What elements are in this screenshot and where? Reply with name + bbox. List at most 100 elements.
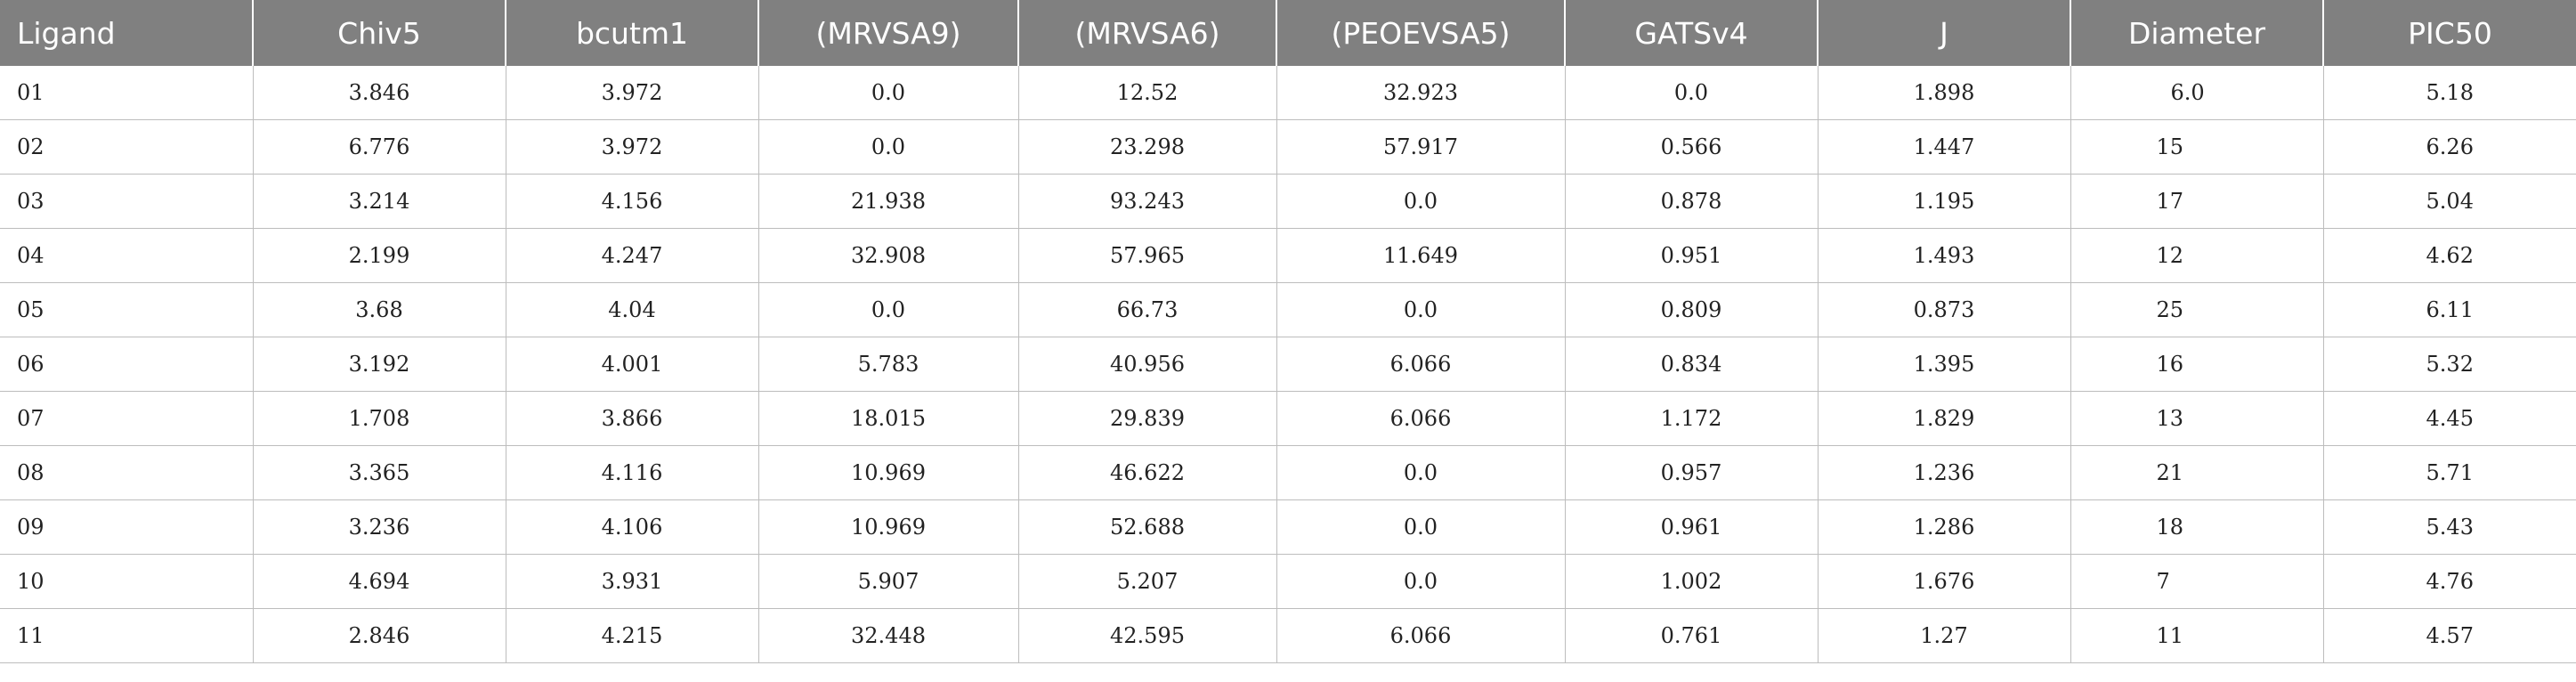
column-header-mrvsa6: (MRVSA6) (1017, 0, 1276, 66)
cell-chiv5: 2.846 (253, 608, 506, 663)
table-row: 08 3.365 4.116 10.969 46.622 0.0 0.957 1.236 21 5… (0, 445, 2576, 500)
cell-bcutm1: 4.106 (506, 499, 759, 555)
column-header-mrvsa9: (MRVSA9) (757, 0, 1018, 66)
cell-pic50: 5.71 (2323, 445, 2576, 500)
cell-ligand: 06 (0, 337, 254, 392)
table-row: 10 4.694 3.931 5.907 5.207 0.0 1.002 1.676 7 4.76 (0, 554, 2576, 609)
cell-pic50: 4.62 (2323, 228, 2576, 283)
cell-chiv5: 3.365 (253, 445, 506, 500)
cell-mrvsa6: 57.965 (1018, 228, 1277, 283)
cell-diameter: 18 (2070, 499, 2324, 555)
cell-chiv5: 3.68 (253, 282, 506, 337)
cell-chiv5: 6.776 (253, 119, 506, 175)
cell-mrvsa9: 5.783 (758, 337, 1019, 392)
cell-peoevsa5: 6.066 (1276, 337, 1566, 392)
table-row: 05 3.68 4.04 0.0 66.73 0.0 0.809 0.873 25 6.11 (0, 282, 2576, 337)
cell-chiv5: 3.214 (253, 174, 506, 229)
cell-mrvsa9: 0.0 (758, 282, 1019, 337)
cell-peoevsa5: 57.917 (1276, 119, 1566, 175)
cell-gatsv4: 0.878 (1565, 174, 1819, 229)
cell-gatsv4: 0.761 (1565, 608, 1819, 663)
cell-mrvsa9: 10.969 (758, 445, 1019, 500)
cell-bcutm1: 4.215 (506, 608, 759, 663)
cell-mrvsa6: 66.73 (1018, 282, 1277, 337)
cell-gatsv4: 1.002 (1565, 554, 1819, 609)
cell-diameter: 6.0 (2070, 66, 2324, 120)
cell-bcutm1: 4.04 (506, 282, 759, 337)
header-row: Ligand Chiv5 bcutm1 (MRVSA9) (MRVSA6) (P… (0, 0, 2576, 66)
table-row: 04 2.199 4.247 32.908 57.965 11.649 0.951 1.493… (0, 228, 2576, 283)
cell-peoevsa5: 0.0 (1276, 499, 1566, 555)
cell-diameter: 16 (2070, 337, 2324, 392)
cell-pic50: 6.11 (2323, 282, 2576, 337)
table-row: 03 3.214 4.156 21.938 93.243 0.0 0.878 1.195 17 5… (0, 174, 2576, 229)
cell-peoevsa5: 32.923 (1276, 66, 1566, 120)
cell-mrvsa6: 40.956 (1018, 337, 1277, 392)
cell-mrvsa6: 93.243 (1018, 174, 1277, 229)
cell-peoevsa5: 6.066 (1276, 608, 1566, 663)
cell-pic50: 5.43 (2323, 499, 2576, 555)
cell-j: 1.493 (1818, 228, 2071, 283)
column-header-pic50: PIC50 (2322, 0, 2576, 66)
cell-j: 0.873 (1818, 282, 2071, 337)
cell-peoevsa5: 6.066 (1276, 391, 1566, 446)
cell-j: 1.236 (1818, 445, 2071, 500)
cell-bcutm1: 3.972 (506, 66, 759, 120)
cell-ligand: 08 (0, 445, 254, 500)
cell-diameter: 25 (2070, 282, 2324, 337)
cell-diameter: 7 (2070, 554, 2324, 609)
cell-j: 1.27 (1818, 608, 2071, 663)
cell-gatsv4: 0.834 (1565, 337, 1819, 392)
cell-gatsv4: 0.961 (1565, 499, 1819, 555)
cell-diameter: 21 (2070, 445, 2324, 500)
cell-mrvsa9: 0.0 (758, 119, 1019, 175)
cell-bcutm1: 3.931 (506, 554, 759, 609)
column-header-diameter: Diameter (2070, 0, 2323, 66)
column-header-peoevsa5: (PEOEVSA5) (1276, 0, 1565, 66)
cell-bcutm1: 3.866 (506, 391, 759, 446)
cell-bcutm1: 4.156 (506, 174, 759, 229)
cell-j: 1.286 (1818, 499, 2071, 555)
cell-diameter: 12 (2070, 228, 2324, 283)
table-row: 01 3.846 3.972 0.0 12.52 32.923 0.0 1.898 6.0 5.1… (0, 66, 2576, 120)
cell-peoevsa5: 0.0 (1276, 174, 1566, 229)
cell-ligand: 02 (0, 119, 254, 175)
cell-ligand: 05 (0, 282, 254, 337)
cell-peoevsa5: 0.0 (1276, 445, 1566, 500)
cell-pic50: 5.32 (2323, 337, 2576, 392)
cell-mrvsa6: 5.207 (1018, 554, 1277, 609)
cell-mrvsa9: 10.969 (758, 499, 1019, 555)
cell-mrvsa9: 21.938 (758, 174, 1019, 229)
cell-mrvsa6: 52.688 (1018, 499, 1277, 555)
cell-bcutm1: 4.116 (506, 445, 759, 500)
cell-mrvsa9: 32.908 (758, 228, 1019, 283)
cell-chiv5: 3.846 (253, 66, 506, 120)
table-row: 07 1.708 3.866 18.015 29.839 6.066 1.172 1.829 1… (0, 391, 2576, 446)
cell-diameter: 13 (2070, 391, 2324, 446)
cell-peoevsa5: 11.649 (1276, 228, 1566, 283)
cell-j: 1.395 (1818, 337, 2071, 392)
column-header-chiv5: Chiv5 (252, 0, 506, 66)
ligand-descriptor-table: Ligand Chiv5 bcutm1 (MRVSA9) (MRVSA6) (P… (0, 0, 2576, 663)
cell-bcutm1: 3.972 (506, 119, 759, 175)
cell-j: 1.676 (1818, 554, 2071, 609)
cell-chiv5: 3.192 (253, 337, 506, 392)
cell-mrvsa9: 0.0 (758, 66, 1019, 120)
cell-mrvsa9: 5.907 (758, 554, 1019, 609)
cell-diameter: 17 (2070, 174, 2324, 229)
cell-ligand: 11 (0, 608, 254, 663)
cell-gatsv4: 0.951 (1565, 228, 1819, 283)
cell-ligand: 03 (0, 174, 254, 229)
cell-mrvsa6: 29.839 (1018, 391, 1277, 446)
cell-pic50: 5.18 (2323, 66, 2576, 120)
cell-mrvsa9: 18.015 (758, 391, 1019, 446)
cell-mrvsa9: 32.448 (758, 608, 1019, 663)
table-row: 02 6.776 3.972 0.0 23.298 57.917 0.566 1.447 15 6… (0, 119, 2576, 175)
cell-j: 1.195 (1818, 174, 2071, 229)
cell-bcutm1: 4.001 (506, 337, 759, 392)
column-header-ligand: Ligand (0, 0, 253, 66)
cell-ligand: 09 (0, 499, 254, 555)
cell-chiv5: 2.199 (253, 228, 506, 283)
cell-gatsv4: 0.957 (1565, 445, 1819, 500)
cell-ligand: 01 (0, 66, 254, 120)
